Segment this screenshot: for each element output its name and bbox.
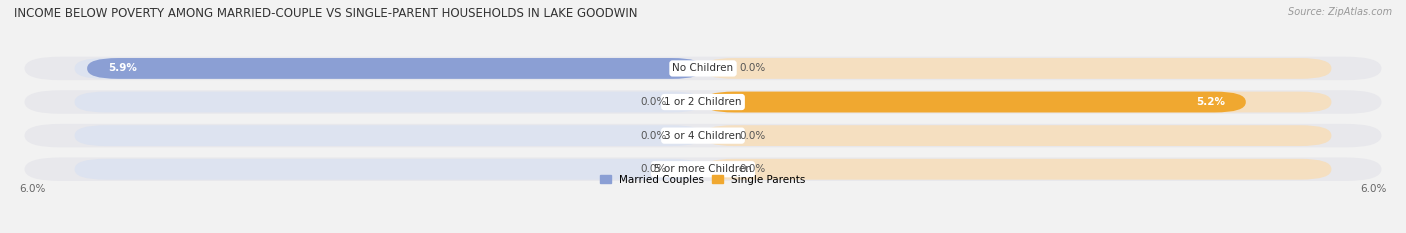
FancyBboxPatch shape: [24, 57, 1382, 80]
Text: 6.0%: 6.0%: [20, 184, 45, 194]
FancyBboxPatch shape: [75, 92, 703, 113]
FancyBboxPatch shape: [703, 159, 1331, 180]
Text: 0.0%: 0.0%: [740, 63, 766, 73]
FancyBboxPatch shape: [24, 90, 1382, 114]
FancyBboxPatch shape: [703, 92, 1246, 113]
FancyBboxPatch shape: [24, 124, 1382, 147]
Text: 0.0%: 0.0%: [740, 164, 766, 174]
Text: 1 or 2 Children: 1 or 2 Children: [664, 97, 742, 107]
Text: 5.9%: 5.9%: [108, 63, 136, 73]
Text: 6.0%: 6.0%: [1361, 184, 1386, 194]
Text: No Children: No Children: [672, 63, 734, 73]
Text: 5.2%: 5.2%: [1197, 97, 1225, 107]
FancyBboxPatch shape: [87, 58, 703, 79]
Legend: Married Couples, Single Parents: Married Couples, Single Parents: [596, 170, 810, 189]
Text: Source: ZipAtlas.com: Source: ZipAtlas.com: [1288, 7, 1392, 17]
Text: 0.0%: 0.0%: [640, 97, 666, 107]
FancyBboxPatch shape: [75, 58, 703, 79]
FancyBboxPatch shape: [75, 125, 703, 146]
FancyBboxPatch shape: [703, 125, 1331, 146]
Text: 0.0%: 0.0%: [640, 164, 666, 174]
FancyBboxPatch shape: [24, 158, 1382, 181]
Text: INCOME BELOW POVERTY AMONG MARRIED-COUPLE VS SINGLE-PARENT HOUSEHOLDS IN LAKE GO: INCOME BELOW POVERTY AMONG MARRIED-COUPL…: [14, 7, 637, 20]
Text: 3 or 4 Children: 3 or 4 Children: [664, 131, 742, 141]
Text: 5 or more Children: 5 or more Children: [654, 164, 752, 174]
FancyBboxPatch shape: [703, 92, 1331, 113]
Text: 0.0%: 0.0%: [640, 131, 666, 141]
FancyBboxPatch shape: [75, 159, 703, 180]
Text: 0.0%: 0.0%: [740, 131, 766, 141]
FancyBboxPatch shape: [703, 58, 1331, 79]
